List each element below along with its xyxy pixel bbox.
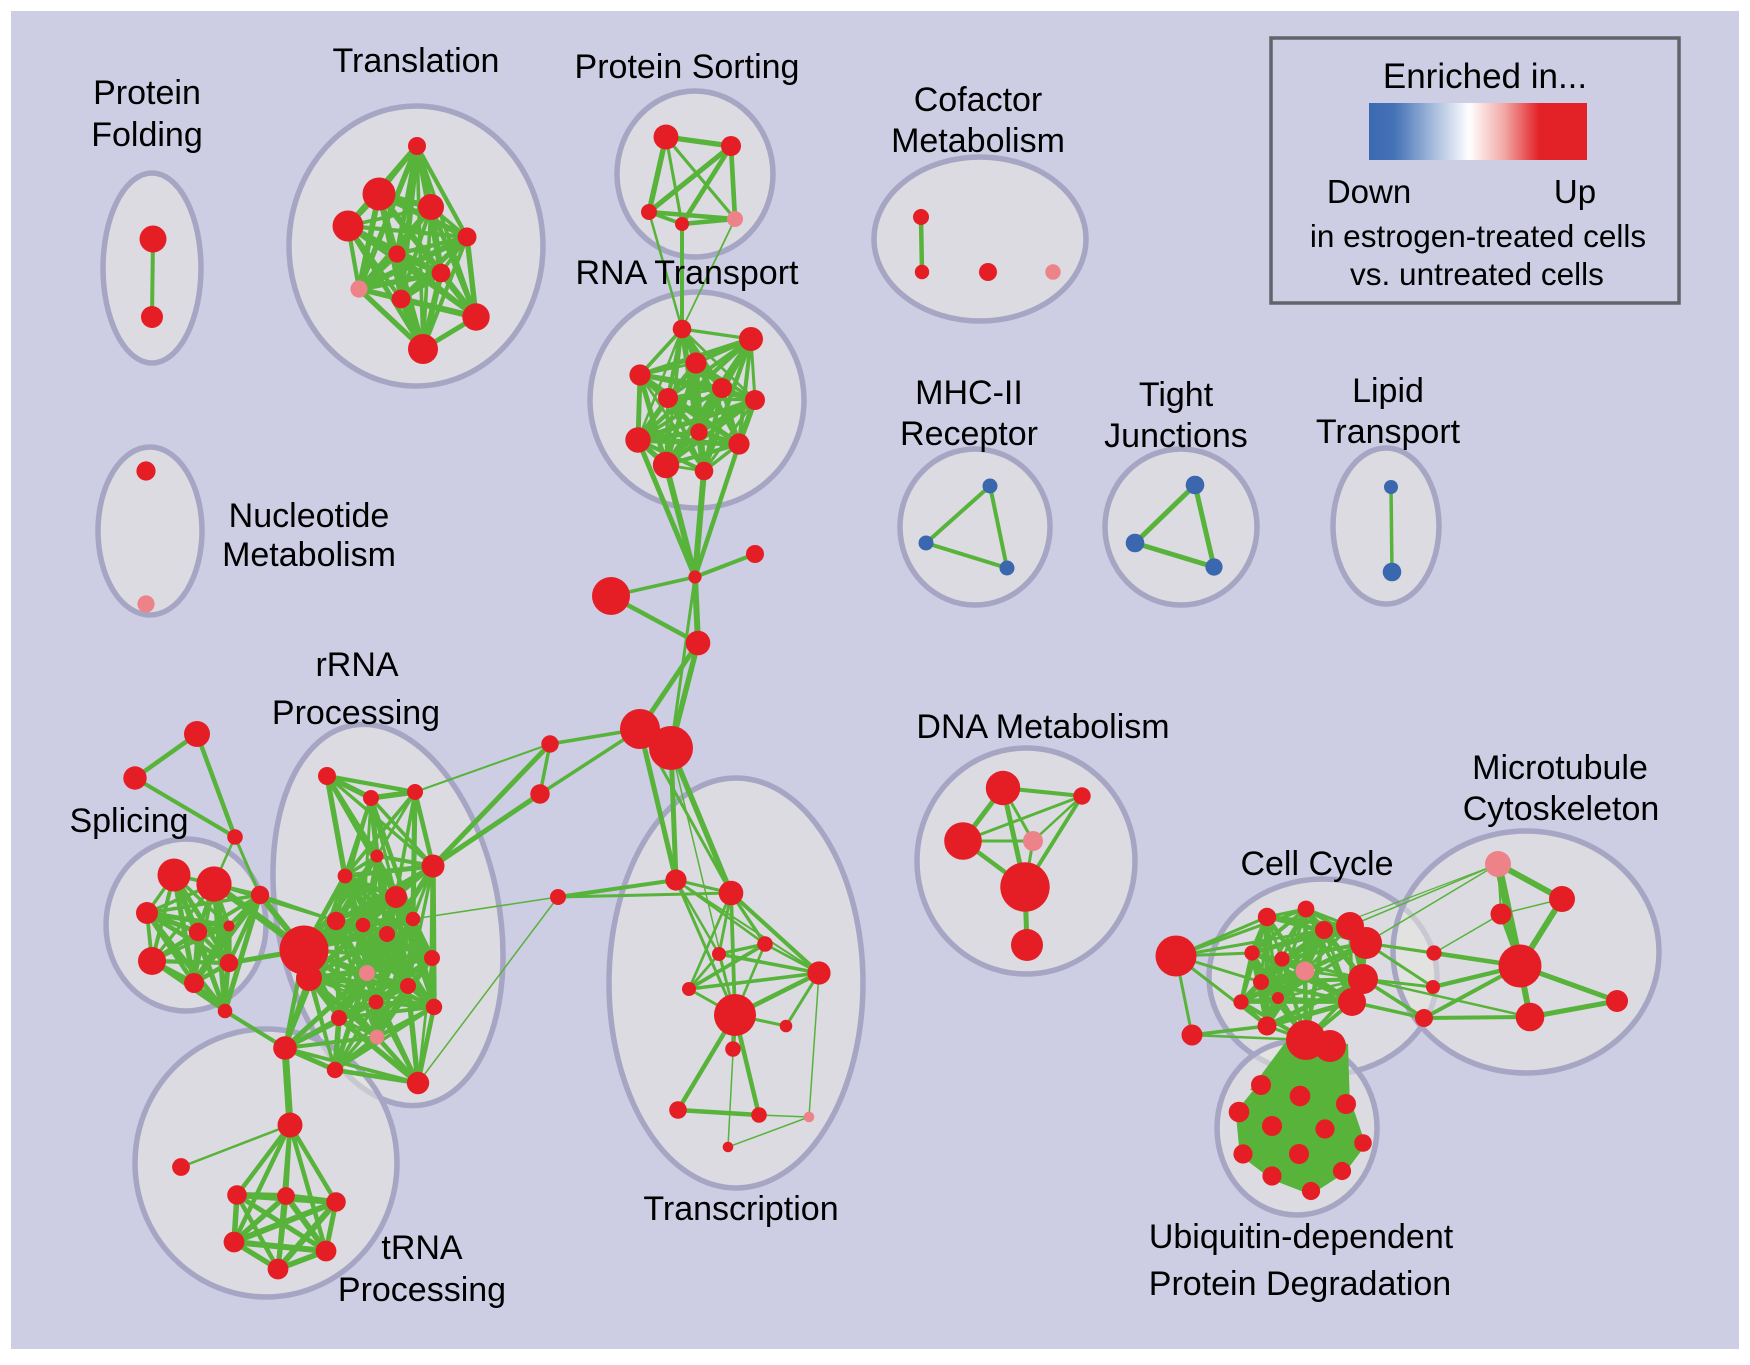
svg-text:Protein Degradation: Protein Degradation [1149, 1265, 1451, 1303]
svg-text:Cell Cycle: Cell Cycle [1240, 845, 1393, 883]
svg-text:Junctions: Junctions [1104, 417, 1248, 455]
svg-text:rRNA: rRNA [315, 646, 398, 684]
svg-text:Up: Up [1554, 173, 1596, 210]
svg-text:Protein Sorting: Protein Sorting [575, 48, 800, 86]
svg-text:Nucleotide: Nucleotide [229, 497, 390, 535]
svg-text:Splicing: Splicing [69, 802, 188, 840]
svg-text:Cytoskeleton: Cytoskeleton [1463, 790, 1660, 828]
svg-text:Metabolism: Metabolism [891, 122, 1065, 160]
svg-text:DNA Metabolism: DNA Metabolism [916, 708, 1169, 746]
svg-text:Translation: Translation [333, 42, 500, 80]
svg-text:in estrogen-treated cells: in estrogen-treated cells [1310, 218, 1646, 254]
svg-text:Transcription: Transcription [643, 1190, 838, 1228]
svg-text:RNA Transport: RNA Transport [576, 254, 800, 292]
svg-text:Protein: Protein [93, 74, 201, 112]
svg-text:Transport: Transport [1316, 413, 1461, 451]
svg-text:Tight: Tight [1139, 376, 1214, 414]
svg-text:Processing: Processing [272, 694, 440, 732]
svg-text:Receptor: Receptor [900, 415, 1038, 453]
svg-text:Cofactor: Cofactor [914, 81, 1043, 119]
svg-text:Metabolism: Metabolism [222, 536, 396, 574]
svg-text:Processing: Processing [338, 1271, 506, 1309]
svg-text:Enriched in...: Enriched in... [1383, 57, 1587, 96]
svg-text:Down: Down [1327, 173, 1411, 210]
svg-text:vs. untreated cells: vs. untreated cells [1350, 256, 1604, 292]
svg-text:Folding: Folding [91, 116, 203, 154]
svg-text:tRNA: tRNA [381, 1229, 463, 1267]
svg-text:Ubiquitin-dependent: Ubiquitin-dependent [1149, 1218, 1454, 1256]
svg-text:MHC-II: MHC-II [915, 374, 1023, 412]
svg-text:Lipid: Lipid [1352, 372, 1424, 410]
svg-text:Microtubule: Microtubule [1472, 749, 1648, 787]
